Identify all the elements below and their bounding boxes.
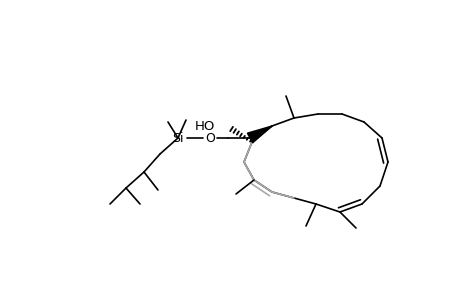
Text: O: O xyxy=(205,131,214,145)
Polygon shape xyxy=(247,126,271,143)
Text: Si: Si xyxy=(172,131,183,145)
Text: HO: HO xyxy=(194,119,214,133)
